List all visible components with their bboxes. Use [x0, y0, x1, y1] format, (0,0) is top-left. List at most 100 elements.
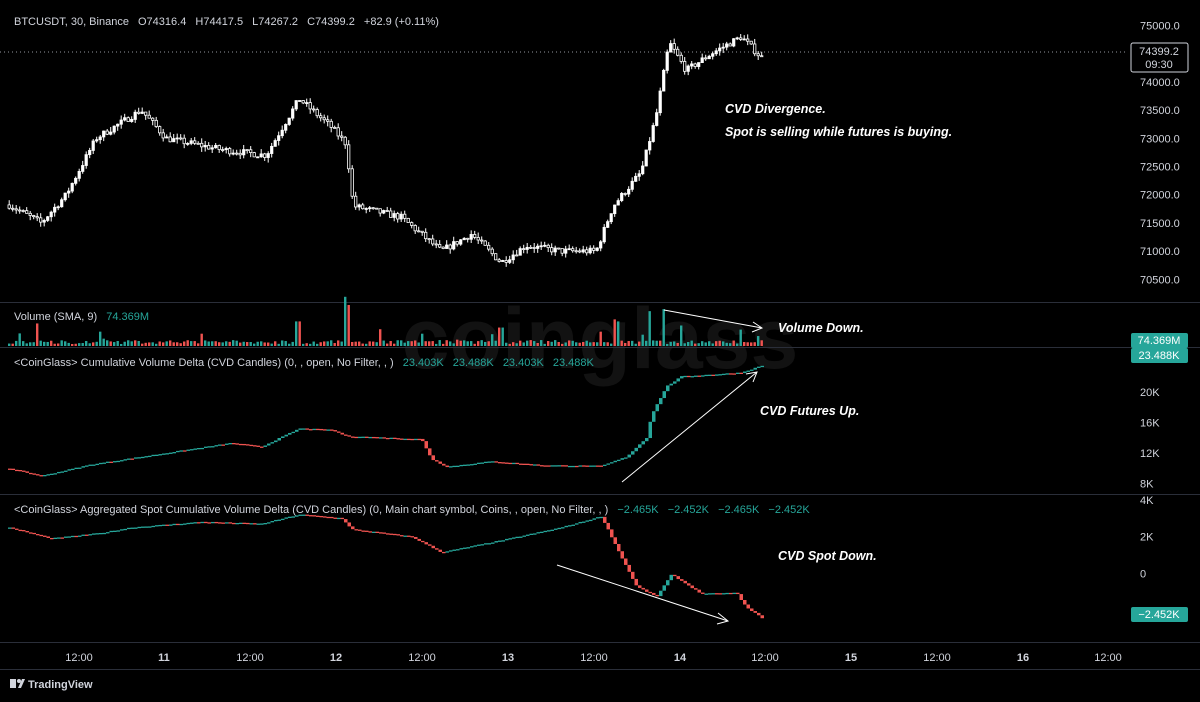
volume-last-label[interactable]: 74.369M — [1131, 333, 1188, 348]
volume-bar-156 — [554, 340, 557, 346]
price-candle-44 — [161, 132, 165, 139]
volume-bar-12 — [50, 340, 53, 346]
volume-bar-99 — [354, 341, 357, 346]
cvd-futures-candle-213 — [753, 367, 757, 370]
volume-bar-90 — [323, 341, 326, 346]
cvd-spot-candle-11 — [46, 536, 50, 538]
pane-separators[interactable] — [0, 302, 1200, 670]
cvd-futures-candles — [8, 365, 764, 477]
cvd-spot-candle-198 — [701, 592, 705, 594]
price-candle-25 — [95, 139, 99, 142]
price-candle-38 — [140, 111, 144, 114]
cvd-spot-candle-53 — [193, 522, 197, 524]
price-candle-27 — [102, 130, 106, 138]
cvd-futures-candle-119 — [424, 441, 428, 449]
volume-bar-167 — [592, 342, 595, 346]
cvd-spot-last-label[interactable]: −2.452K — [1131, 607, 1188, 622]
cvd-futures-tick-2: 12K — [1140, 448, 1160, 460]
volume-bar-51 — [186, 340, 189, 346]
volume-bar-60 — [218, 342, 221, 346]
cvd-spot-candle-171 — [606, 522, 610, 530]
volume-bar-68 — [246, 342, 249, 346]
cvd-futures-candle-111 — [396, 438, 400, 440]
cvd-futures-candle-106 — [379, 437, 383, 439]
price-tick-4: 73000.0 — [1140, 133, 1180, 145]
cvd-futures-candle-87 — [312, 428, 316, 431]
cvd-futures-candle-14 — [57, 471, 61, 474]
volume-bar-115 — [410, 341, 413, 346]
price-candle-111 — [396, 213, 400, 220]
price-candle-0 — [7, 204, 11, 209]
cvd-futures-candle-32 — [120, 460, 124, 462]
cvd-futures-candle-174 — [617, 459, 621, 462]
cvd-spot-candle-69 — [249, 523, 253, 525]
price-candle-39 — [144, 111, 148, 116]
cvd-futures-candle-27 — [102, 462, 106, 464]
cvd-futures-candle-167 — [592, 465, 596, 467]
price-candle-135 — [480, 239, 484, 242]
volume-bar-102 — [365, 343, 368, 346]
cvd-futures-candle-140 — [498, 462, 502, 464]
price-candle-95 — [340, 135, 344, 138]
cvd-spot-candle-109 — [389, 533, 393, 535]
cvd-futures-last-label[interactable]: 23.488K — [1131, 348, 1188, 363]
tradingview-logo[interactable]: TradingView — [10, 679, 93, 691]
cvd-futures-candle-121 — [431, 455, 435, 461]
cvd-futures-header[interactable]: <CoinGlass> Cumulative Volume Delta (CVD… — [14, 357, 595, 369]
cvd-spot-candle-175 — [620, 551, 624, 559]
cvd-futures-candle-110 — [393, 437, 397, 440]
cvd-spot-header[interactable]: <CoinGlass> Aggregated Spot Cumulative V… — [14, 504, 810, 516]
price-candle-8 — [35, 216, 39, 219]
cvd-spot-candle-179 — [634, 578, 638, 586]
volume-bar-89 — [319, 342, 322, 346]
cvd-spot-candle-96 — [344, 519, 348, 523]
price-candle-204 — [721, 46, 725, 49]
cvd-spot-candle-32 — [120, 529, 124, 531]
price-candle-166 — [588, 247, 592, 254]
volume-bar-55 — [200, 333, 203, 346]
cvd-spot-candle-167 — [592, 518, 596, 520]
volume-bar-201 — [711, 343, 714, 346]
cvd-futures-candle-172 — [610, 462, 614, 464]
cvd-futures-axis[interactable]: 20K 16K 12K 8K — [1140, 387, 1160, 491]
price-last-label[interactable]: 74399.2 09:30 — [1130, 42, 1189, 73]
cvd-futures-candle-154 — [547, 465, 551, 467]
volume-bar-187 — [662, 309, 665, 346]
cvd-futures-candle-148 — [526, 463, 530, 466]
price-candle-88 — [315, 109, 319, 117]
cvd-futures-candle-200 — [708, 374, 712, 377]
cvd-futures-candle-56 — [204, 446, 208, 448]
price-candle-47 — [172, 138, 176, 143]
cvd-spot-candle-0 — [8, 527, 12, 529]
cvd-futures-candle-155 — [550, 465, 554, 467]
price-candle-115 — [410, 222, 414, 226]
volume-header[interactable]: Volume (SMA, 9) 74.369M — [14, 311, 149, 323]
cvd-futures-candle-60 — [218, 444, 222, 446]
price-candle-122 — [434, 243, 438, 246]
price-last-label-box — [1130, 42, 1189, 73]
cvd-spot-candle-151 — [536, 532, 540, 534]
cvd-futures-candle-90 — [323, 429, 327, 431]
volume-bar-71 — [256, 341, 259, 346]
price-candle-102 — [364, 208, 368, 210]
volume-bar-46 — [169, 340, 172, 346]
time-tick-12: 12:00 — [1094, 652, 1122, 664]
price-candle-29 — [109, 131, 113, 135]
cvd-futures-candle-209 — [739, 372, 743, 374]
time-axis[interactable]: 12:00 11 12:00 12 12:00 13 12:00 14 12:00 15 12:00… — [65, 652, 1122, 664]
price-tick-2: 74000.0 — [1140, 77, 1180, 89]
cvd-futures-candle-91 — [326, 429, 330, 431]
volume-bar-93 — [333, 343, 336, 346]
cvd-spot-candle-41 — [151, 525, 155, 528]
price-header[interactable]: BTCUSDT, 30, Binance O74316.4 H74417.5 L… — [14, 16, 439, 28]
cvd-spot-candle-29 — [109, 530, 113, 533]
price-candle-151 — [536, 245, 540, 249]
price-candle-45 — [165, 136, 169, 139]
volume-bar-47 — [172, 342, 175, 346]
cvd-futures-candle-7 — [32, 473, 36, 475]
cvd-futures-candle-65 — [235, 443, 239, 445]
price-candle-182 — [644, 149, 648, 167]
cvd-futures-candle-160 — [568, 465, 572, 468]
